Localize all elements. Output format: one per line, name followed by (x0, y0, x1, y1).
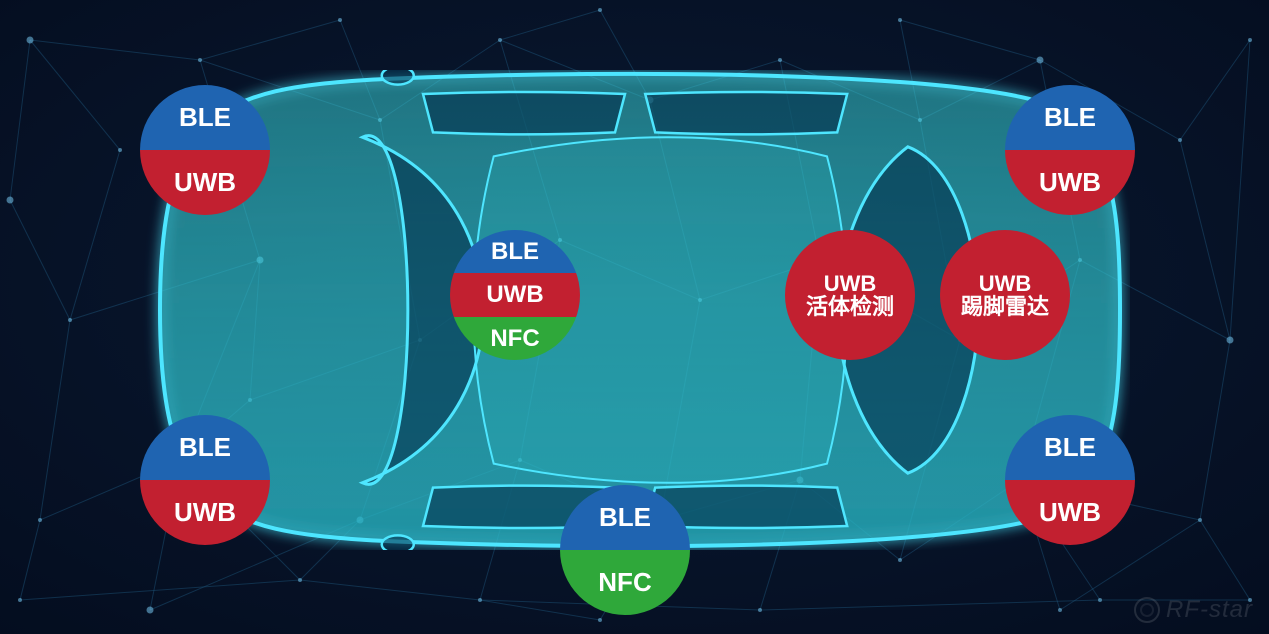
badge-center-bpillar: BLEUWBNFC (450, 230, 580, 360)
badge-rear-seat-uwb: UWB 活体检测 (785, 230, 915, 360)
badge-center-bpillar-seg-1: UWB (450, 273, 580, 316)
badge-kick-radar-uwb: UWB 踢脚雷达 (940, 230, 1070, 360)
badge-center-bpillar-seg-0: BLE (450, 230, 580, 273)
badge-rear-seat-uwb-seg-0: UWB 活体检测 (785, 230, 915, 360)
badge-kick-radar-uwb-seg-0: UWB 踢脚雷达 (940, 230, 1070, 360)
badge-corner-rear-top-seg-1: UWB (1005, 150, 1135, 215)
badge-door-bottom: BLENFC (560, 485, 690, 615)
badge-corner-front-top-seg-0: BLE (140, 85, 270, 150)
badge-corner-front-bottom: BLEUWB (140, 415, 270, 545)
badge-door-bottom-seg-1: NFC (560, 550, 690, 615)
badge-corner-rear-bottom-seg-1: UWB (1005, 480, 1135, 545)
badge-corner-front-bottom-seg-1: UWB (140, 480, 270, 545)
badge-corner-rear-top: BLEUWB (1005, 85, 1135, 215)
badge-corner-front-top-seg-1: UWB (140, 150, 270, 215)
badge-corner-rear-bottom-seg-0: BLE (1005, 415, 1135, 480)
badge-corner-rear-top-seg-0: BLE (1005, 85, 1135, 150)
diagram-stage: BLEUWBBLEUWBBLEUWBBLEUWBBLEUWBNFCBLENFCU… (0, 0, 1269, 634)
badge-center-bpillar-seg-2: NFC (450, 317, 580, 360)
badge-corner-front-bottom-seg-0: BLE (140, 415, 270, 480)
badge-door-bottom-seg-0: BLE (560, 485, 690, 550)
badge-corner-front-top: BLEUWB (140, 85, 270, 215)
badge-corner-rear-bottom: BLEUWB (1005, 415, 1135, 545)
